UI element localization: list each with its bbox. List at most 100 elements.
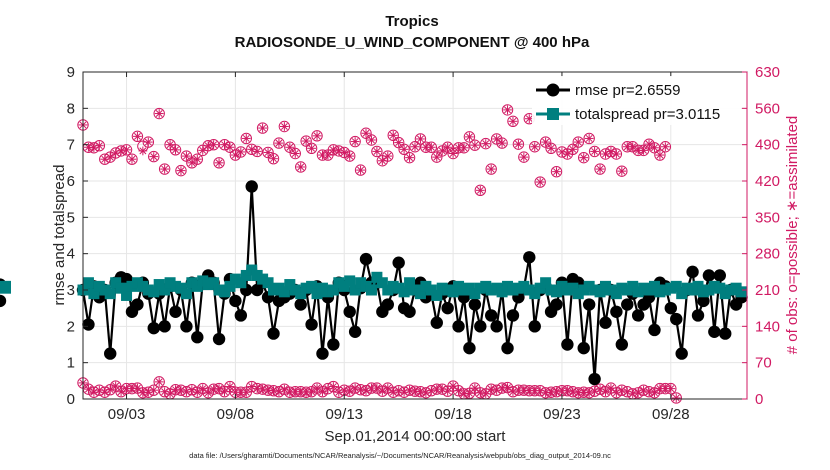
obs-assimilated-marker (334, 146, 344, 156)
legend-box (532, 76, 741, 125)
y-tick-label: 1 (67, 355, 75, 372)
obs-possible-marker (414, 133, 427, 145)
obs-star-stroke (139, 147, 147, 155)
obs-assimilated-marker (165, 389, 175, 399)
obs-assimilated-marker (541, 137, 551, 147)
obs-star-stroke (128, 385, 136, 393)
obs-star-stroke (128, 155, 136, 163)
obs-possible-marker (534, 176, 546, 188)
obs-assimilated-marker (198, 384, 208, 394)
y-axis-right-ticks: 0 70 140 210 280 350 420 490 560 630 (742, 64, 780, 408)
totalspread-marker (398, 286, 410, 298)
y-tick-label: 4 (67, 246, 75, 263)
y-tick-label: 0 (67, 391, 75, 408)
y-tick-label: 7 (67, 137, 75, 154)
obs-star-stroke (259, 385, 267, 393)
obs-star-stroke (476, 389, 484, 397)
rmse-marker (348, 325, 362, 338)
obs-star-stroke (313, 132, 321, 140)
obs-star-stroke (569, 145, 577, 153)
rmse-marker (147, 321, 160, 335)
obs-star-stroke (155, 378, 163, 386)
obs-possible-marker (474, 184, 487, 197)
obs-assimilated-marker (171, 145, 180, 155)
obs-star-stroke (275, 388, 283, 396)
rmse-marker (675, 347, 688, 360)
obs-assimilated-marker (361, 128, 371, 138)
obs-star-stroke (226, 383, 234, 391)
rmse-marker (670, 312, 683, 326)
legend-rmse-marker (546, 83, 560, 97)
obs-star-stroke (416, 135, 424, 143)
obs-star-stroke (133, 384, 141, 392)
obs-star-stroke (645, 388, 653, 396)
y-tick-label: 8 (67, 100, 75, 117)
obs-star-stroke (210, 385, 218, 393)
totalspread-marker (404, 277, 416, 289)
obs-assimilated-marker (546, 387, 556, 397)
obs-assimilated-marker (426, 386, 436, 396)
obs-assimilated-marker (601, 387, 610, 397)
obs-star-stroke (476, 186, 484, 194)
obs-star-stroke (123, 385, 131, 393)
totalspread-marker (121, 289, 133, 301)
obs-star-stroke (117, 147, 125, 155)
obs-star-stroke (291, 388, 299, 396)
obs-star-stroke (106, 153, 114, 161)
obs-star-stroke (531, 143, 539, 151)
obs-star-stroke (215, 159, 223, 167)
totalspread-marker (208, 277, 220, 289)
obs-assimilated-marker (416, 134, 425, 144)
obs-star-stroke (367, 136, 375, 144)
obs-star-stroke (623, 388, 631, 396)
obs-star-stroke (411, 143, 419, 151)
obs-possible-marker (654, 149, 666, 161)
obs-assimilated-marker (481, 389, 491, 399)
y-right-tick-label: 350 (755, 209, 780, 226)
obs-assimilated-marker (133, 383, 142, 393)
obs-star-stroke (150, 153, 158, 161)
obs-star-stroke (270, 387, 277, 395)
rmse-marker (392, 256, 405, 269)
obs-assimilated-marker (443, 142, 453, 152)
obs-assimilated-marker (399, 144, 409, 154)
obs-star-stroke (150, 386, 158, 394)
obs-star-stroke (357, 166, 365, 174)
obs-star-stroke (264, 386, 272, 394)
obs-star-stroke (591, 147, 599, 155)
obs-assimilated-marker (171, 385, 180, 395)
obs-star-stroke (525, 115, 533, 123)
obs-star-stroke (406, 386, 414, 394)
obs-star-stroke (297, 163, 305, 171)
obs-assimilated-marker (486, 164, 496, 174)
rmse-marker (452, 320, 465, 333)
obs-star-stroke (362, 129, 370, 137)
rmse-marker (523, 251, 536, 264)
obs-assimilated-marker (138, 146, 148, 156)
obs-star-stroke (553, 168, 560, 176)
rmse-marker (0, 294, 7, 308)
obs-possible-marker (305, 142, 318, 155)
obs-assimilated-marker (345, 151, 355, 161)
obs-star-stroke (204, 142, 212, 150)
totalspread-marker (349, 284, 361, 296)
obs-assimilated-marker (100, 387, 110, 397)
plot-background (83, 72, 747, 399)
obs-star-stroke (346, 152, 354, 160)
obs-assimilated-marker (617, 385, 627, 395)
obs-assimilated-marker (122, 145, 131, 155)
obs-star-stroke (602, 388, 609, 396)
rmse-marker (441, 301, 454, 315)
obs-star-stroke (199, 385, 207, 393)
obs-assimilated-marker (465, 388, 474, 398)
obs-possible-marker (512, 138, 525, 150)
obs-assimilated-marker (394, 138, 404, 147)
obs-assimilated-marker (285, 387, 295, 397)
obs-star-stroke (395, 139, 403, 147)
obs-assimilated-marker (258, 384, 268, 394)
obs-assimilated-marker (116, 146, 126, 156)
obs-star-stroke (384, 152, 392, 160)
obs-star-stroke (204, 389, 212, 397)
obs-assimilated-marker (203, 388, 213, 398)
